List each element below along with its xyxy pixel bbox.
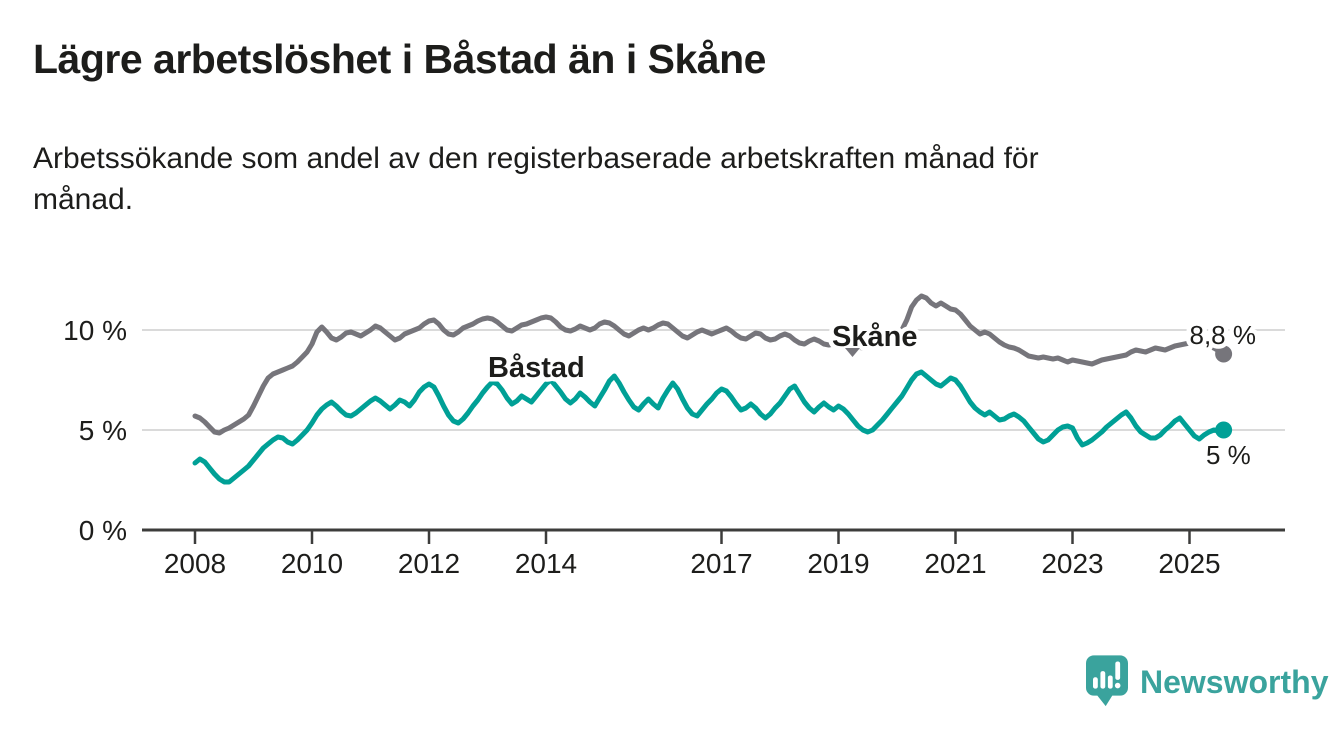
y-axis-tick-label: 5 % [79,415,127,446]
bar-chart-bar-mid [1107,675,1113,689]
bastad-end-dot [1215,421,1233,439]
bastad-series-label: Båstad [488,352,585,384]
bar-chart-bar-small [1093,677,1098,689]
x-axis-tick-label: 2008 [164,548,226,579]
skane-series-label: Skåne [832,321,917,353]
x-axis-tick-label: 2012 [398,548,460,579]
skane-line [192,293,1227,436]
x-axis-tick-label: 2019 [807,548,869,579]
x-axis-tick-label: 2010 [281,548,343,579]
newsworthy-logo-text: Newsworthy [1140,664,1329,700]
x-axis-tick-label: 2017 [690,548,752,579]
x-axis-tick-label: 2014 [515,548,577,579]
skane-end-value-label: 8,8 % [1190,320,1257,350]
bastad-end-value-label: 5 % [1206,440,1251,470]
skane-end-dot [1215,345,1233,363]
bastad-line [192,369,1227,485]
bar-chart-bar-tall [1100,671,1106,689]
speech-bubble-shape [1086,655,1128,707]
x-axis-tick-label: 2025 [1158,548,1220,579]
chart-subtitle-line-2: månad. [33,183,134,216]
exclamation-dot [1114,682,1121,689]
chart-subtitle-line-1: Arbetssökande som andel av den registerb… [33,142,1039,175]
y-axis-tick-label: 0 % [79,515,127,546]
chart-subtitle: Arbetssökande som andel av den registerb… [33,138,1039,220]
newsworthy-logo-icon [1086,655,1128,707]
skane-label-pointer-icon [845,348,860,357]
newsworthy-branding: Newsworthy [1086,655,1328,710]
y-axis-tick-label: 10 % [63,315,127,346]
chart-title: Lägre arbetslöshet i Båstad än i Skåne [33,36,766,82]
x-axis-tick-label: 2023 [1041,548,1103,579]
exclamation-bar [1115,661,1121,680]
x-axis-tick-label: 2021 [924,548,986,579]
